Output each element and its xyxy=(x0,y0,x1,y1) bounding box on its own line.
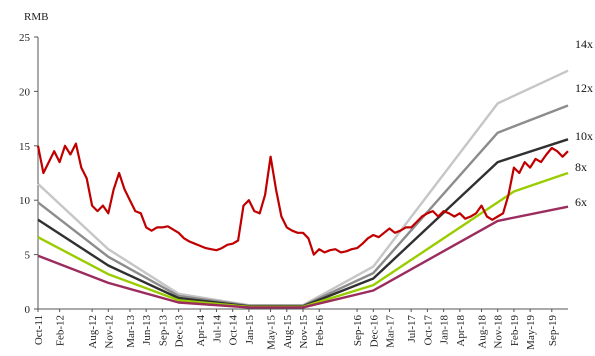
x-tick-label: Feb-19 xyxy=(509,315,521,347)
band-line-8x xyxy=(37,171,569,308)
x-tick-label: Apr-14 xyxy=(195,315,207,347)
x-tick-label: May-15 xyxy=(266,315,278,350)
band-line-6x xyxy=(37,205,569,309)
x-tick-label: Jul-14 xyxy=(211,315,223,343)
band-label-10x: 10x xyxy=(575,129,593,143)
x-tick-label: Jul-17 xyxy=(406,315,418,343)
y-tick-label: 10 xyxy=(19,195,31,207)
band-label-12x: 12x xyxy=(575,81,593,95)
x-tick-label: Dec-16 xyxy=(368,315,380,348)
x-tick-label: Aug-12 xyxy=(87,315,99,349)
y-axis-unit-label: RMB xyxy=(24,11,48,23)
y-tick-label: 25 xyxy=(19,32,31,44)
x-tick-label: Mar-13 xyxy=(125,315,137,348)
x-tick-label: Nov-15 xyxy=(298,315,310,349)
x-tick-label: Sep-16 xyxy=(352,315,364,347)
y-tick-label: 15 xyxy=(19,141,31,153)
x-tick-label: Oct-17 xyxy=(422,315,434,346)
band-label-8x: 8x xyxy=(575,160,587,174)
band-label-6x: 6x xyxy=(575,195,587,209)
axes: 0 5 10 15 20 25 Oct-11 Feb-12 Aug-12 Nov-12 Mar-13… xyxy=(19,32,568,350)
x-tick-label: Oct-11 xyxy=(33,315,45,345)
x-tick-label: Feb-16 xyxy=(314,315,326,347)
price-line-group xyxy=(36,142,569,256)
x-tick-label: Jun-13 xyxy=(141,315,153,345)
x-tick-label: Aug-15 xyxy=(282,315,294,349)
x-tick-label: Dec-13 xyxy=(174,315,186,348)
x-tick-label: Nov-12 xyxy=(103,315,115,349)
x-tick-label: Apr-18 xyxy=(455,315,467,347)
y-tick-label: 20 xyxy=(19,86,31,98)
x-tick-label: Jan-15 xyxy=(244,315,256,345)
band-line-12x xyxy=(37,104,569,307)
x-tick-label: May-19 xyxy=(525,315,537,350)
pe-band-lines xyxy=(37,69,569,309)
price-line xyxy=(36,142,569,256)
x-tick-label: Aug-18 xyxy=(476,315,488,349)
x-tick-label: Oct-14 xyxy=(228,315,240,346)
x-tick-label: Mar-17 xyxy=(385,315,397,348)
x-tick-label: Feb-12 xyxy=(55,315,67,346)
band-line-10x xyxy=(37,138,569,308)
x-tick-label: Jan-18 xyxy=(439,315,451,345)
x-tick-label: Nov-18 xyxy=(493,315,505,349)
y-tick-label: 5 xyxy=(25,250,31,262)
band-labels: 14x 12x 10x 8x 6x xyxy=(575,37,593,209)
band-label-14x: 14x xyxy=(575,37,593,51)
x-tick-label: Sep-13 xyxy=(157,315,169,347)
y-tick-label: 0 xyxy=(25,304,31,316)
x-tick-label: Sep-19 xyxy=(547,315,559,347)
